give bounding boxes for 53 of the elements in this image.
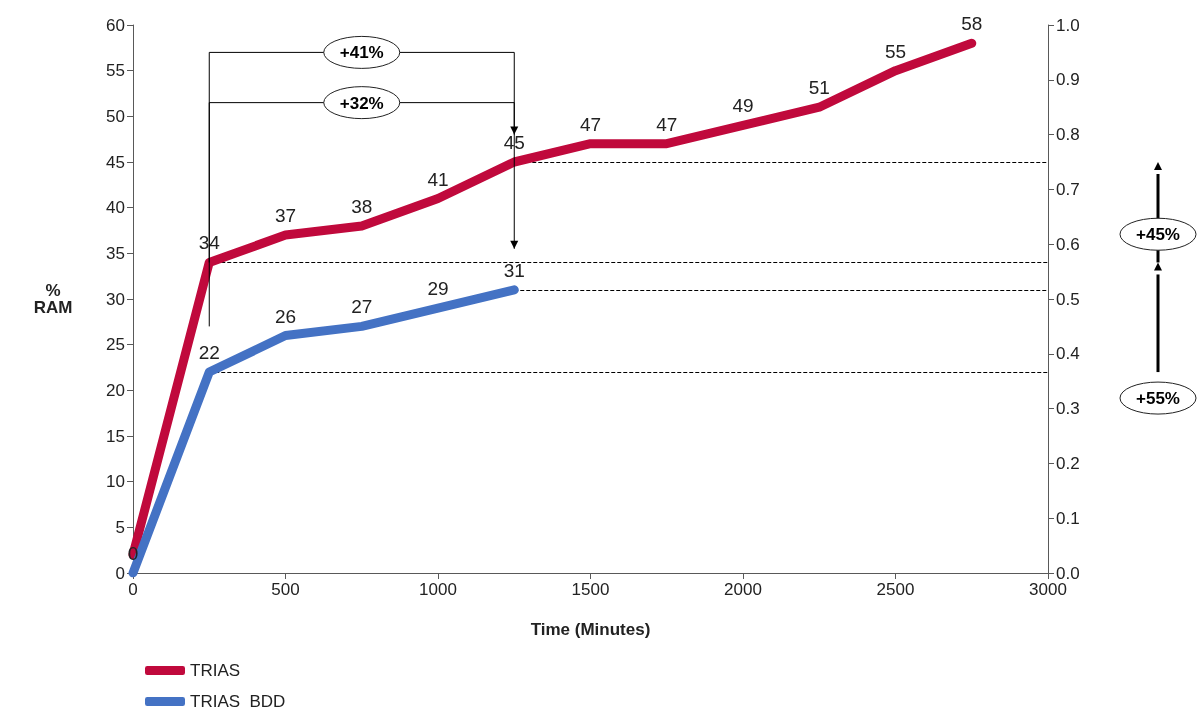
y2-tick-label: 0.5	[1056, 289, 1080, 309]
data-label: 27	[351, 296, 373, 318]
y-axis-title: % RAM	[33, 281, 73, 317]
y2-tick-label: 0.6	[1056, 234, 1080, 254]
y2-tick-label: 0.1	[1056, 508, 1080, 528]
x-tick-label: 1000	[419, 580, 457, 599]
data-label: 58	[961, 13, 983, 35]
data-label: 29	[427, 278, 449, 300]
x-tick-label: 2000	[724, 580, 762, 599]
y-tick-label: 60	[106, 15, 125, 35]
y2-tick-label: 1.0	[1056, 15, 1080, 35]
y-tick-label: 5	[115, 517, 125, 537]
x-tick-label: 1500	[571, 580, 610, 599]
data-label: 37	[274, 205, 297, 227]
y-tick-label: 35	[106, 243, 125, 263]
x-tick-label: 2500	[876, 580, 915, 599]
legend-label: TRIAS	[190, 661, 241, 680]
text: +45%	[1136, 225, 1180, 245]
x-axis-title: Time (Minutes)	[530, 620, 651, 639]
y-tick-label: 30	[106, 289, 125, 309]
y2-tick-label: 0.7	[1056, 179, 1080, 199]
data-label: 49	[732, 95, 754, 117]
x-tick-label: 3000	[1029, 580, 1067, 599]
data-label: 26	[274, 305, 297, 327]
y-tick-label: 40	[106, 198, 125, 218]
x-tick-label: 0	[128, 580, 138, 599]
data-label: 41	[427, 168, 449, 190]
legend-label: TRIAS BDD	[190, 692, 286, 711]
y2-tick-label: 0.9	[1056, 70, 1080, 90]
y2-tick-label: 0.0	[1056, 563, 1080, 583]
y-tick-label: 10	[106, 472, 125, 492]
data-label: 55	[884, 40, 907, 62]
y-tick-label: 55	[106, 61, 125, 81]
y-tick-label: 45	[106, 152, 125, 172]
data-label: 47	[656, 113, 678, 135]
y-tick-label: 15	[106, 426, 125, 446]
annotation: +32%	[339, 93, 384, 113]
y2-tick-label: 0.2	[1056, 453, 1080, 473]
data-label: 47	[579, 113, 602, 135]
y-tick-label: 0	[115, 563, 125, 583]
y2-tick-label: 0.8	[1056, 125, 1080, 145]
x-tick-label: 500	[271, 580, 300, 599]
y2-tick-label: 0.4	[1056, 344, 1080, 364]
y-tick-label: 20	[106, 380, 125, 400]
data-label: 31	[503, 259, 525, 281]
data-label: 22	[198, 342, 220, 364]
data-label: 38	[351, 195, 373, 217]
y-tick-label: 50	[106, 106, 125, 126]
y-tick-label: 25	[106, 335, 125, 355]
text: +55%	[1136, 389, 1180, 409]
annotation: +41%	[339, 43, 384, 63]
y2-tick-label: 0.3	[1056, 399, 1080, 419]
data-label: 51	[808, 77, 830, 99]
